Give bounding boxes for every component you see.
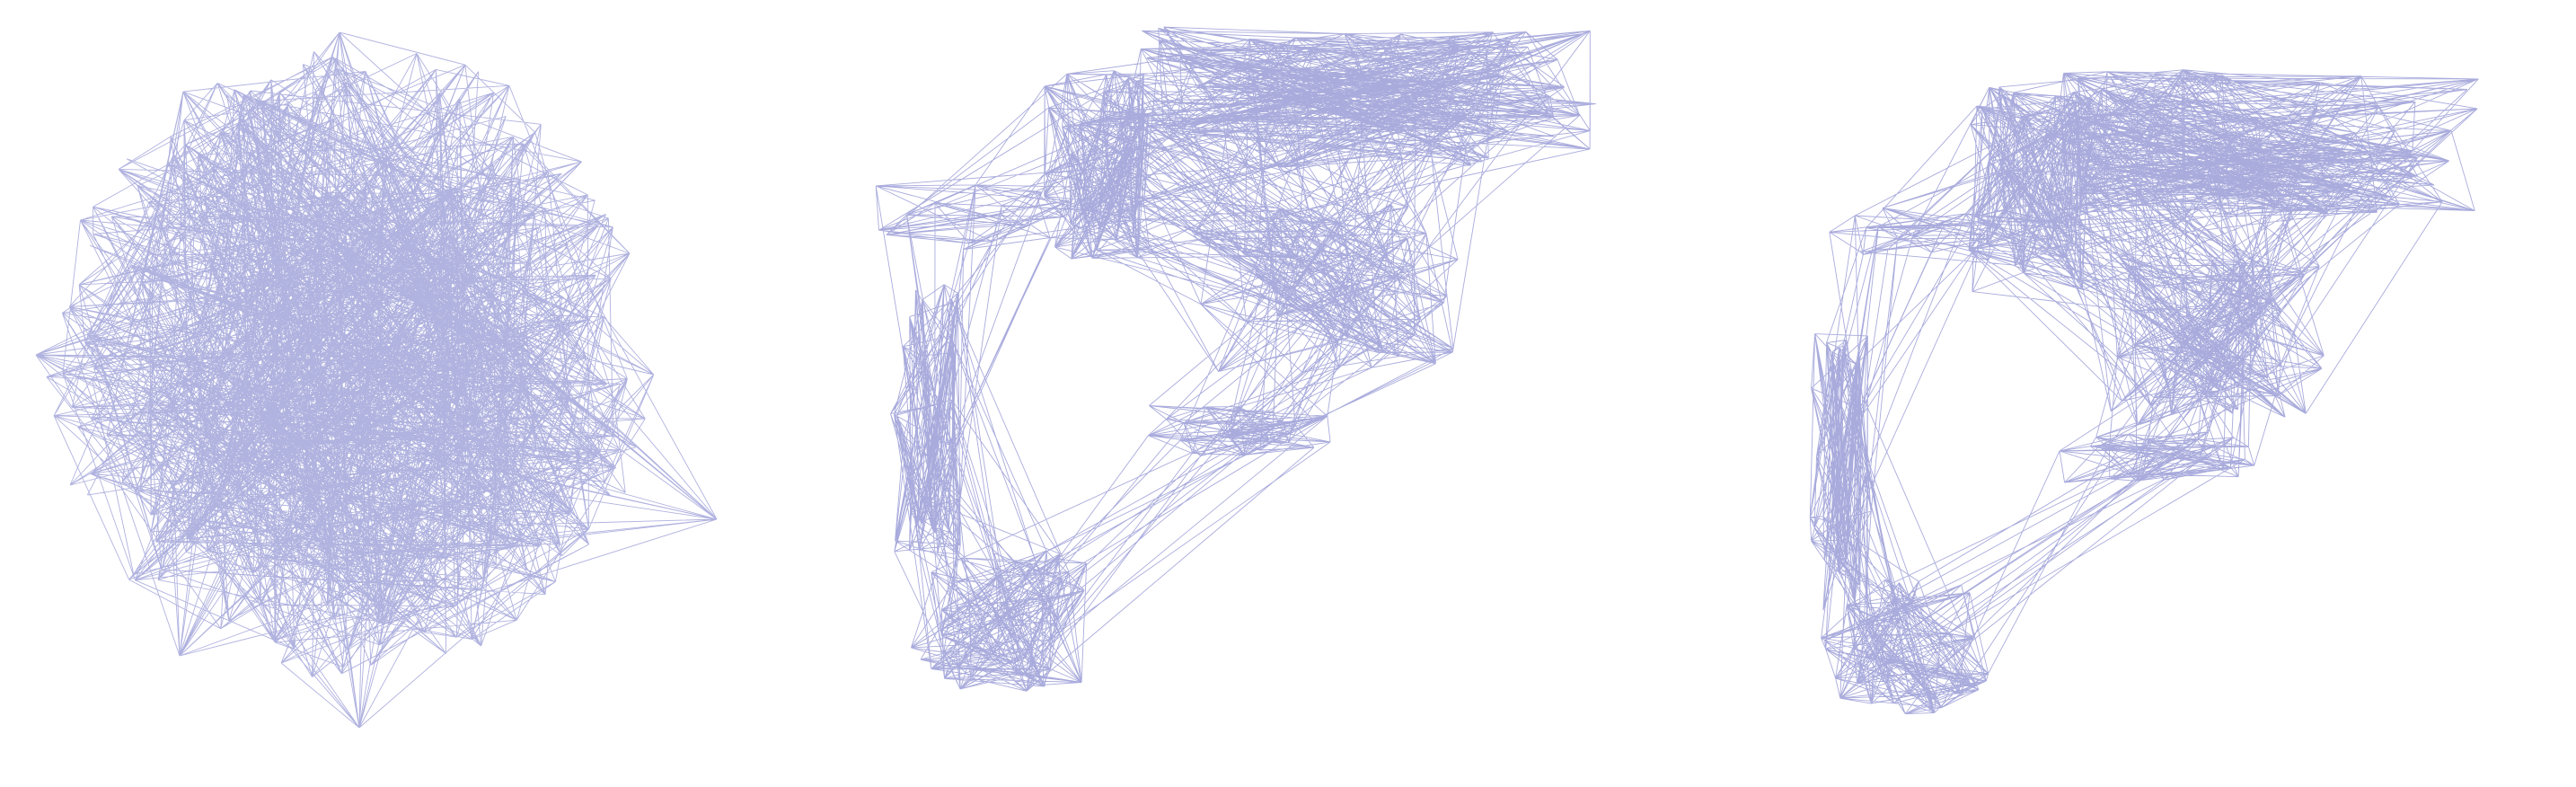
edge-path — [1809, 69, 2479, 715]
edge-path — [35, 31, 718, 729]
graph-edges — [35, 31, 718, 729]
graph-drawing-embedding-1 — [875, 26, 1596, 692]
graph-drawing-embedding-2 — [1809, 69, 2479, 715]
edge-path — [875, 26, 1596, 692]
graph-panel-embedding-1 — [862, 0, 1707, 787]
graph-edges — [875, 26, 1596, 692]
graph-edges — [1809, 69, 2479, 715]
graph-drawing-random — [35, 31, 718, 729]
graph-panel-random-layout — [0, 0, 808, 787]
graph-panel-embedding-2 — [1778, 0, 2576, 787]
